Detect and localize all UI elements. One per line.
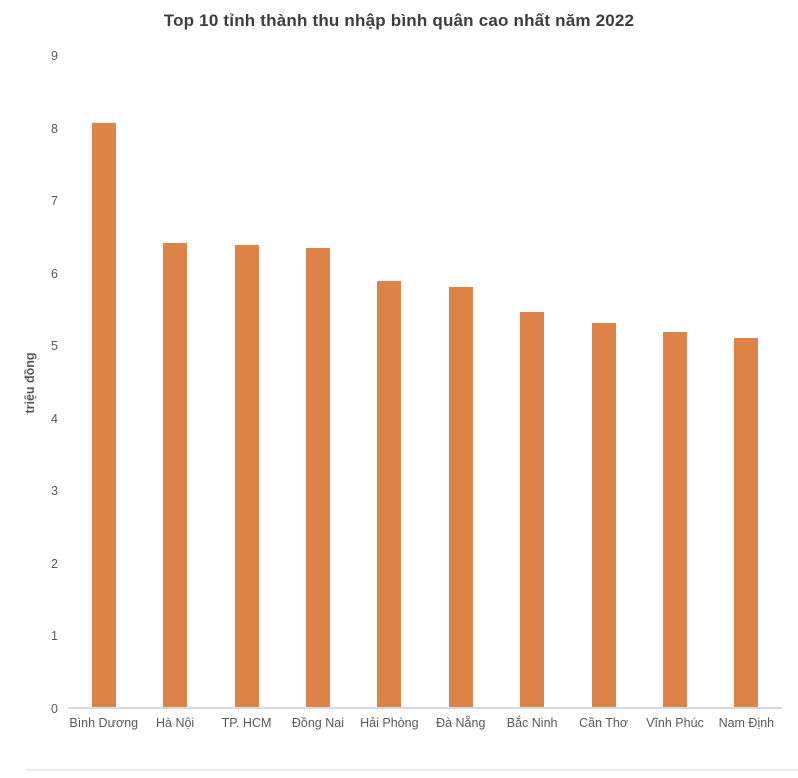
x-tick-label: Nam Định (718, 716, 775, 730)
y-tick-label: 7 (51, 194, 58, 209)
bar (377, 280, 402, 707)
y-axis-ticks: 0 1 2 3 4 5 6 7 8 9 (0, 49, 58, 716)
bar-slot (425, 56, 496, 707)
y-tick-label: 9 (51, 49, 58, 63)
y-tick-label: 2 (51, 556, 58, 571)
y-tick-label: 5 (51, 339, 58, 354)
x-tick-label: Hải Phòng (360, 716, 419, 730)
x-tick-label: Hà Nội (156, 716, 195, 730)
bar (448, 287, 473, 707)
x-tick-label: Đồng Nai (291, 716, 344, 730)
bar (734, 338, 759, 707)
bar-slot (711, 56, 782, 707)
bottom-divider (25, 769, 798, 771)
y-tick-label: 4 (51, 411, 58, 426)
bar (305, 248, 330, 707)
y-tick-label: 3 (51, 484, 58, 499)
bar (91, 122, 116, 707)
bar (591, 322, 616, 707)
bar-slot (496, 56, 567, 707)
bar-slot (354, 56, 425, 707)
bar (163, 243, 188, 707)
y-tick-label: 1 (51, 629, 58, 644)
bar-slot (68, 56, 139, 707)
y-tick-label: 6 (51, 266, 58, 281)
bar (662, 332, 687, 707)
bar-slot (568, 56, 639, 707)
x-tick-label: Bắc Ninh (506, 716, 558, 730)
bar-slot (139, 56, 210, 707)
x-tick-label: Vĩnh Phúc (646, 716, 704, 730)
chart-title: Top 10 tỉnh thành thu nhập bình quân cao… (163, 11, 635, 30)
bar-slot (211, 56, 282, 707)
y-tick-label: 8 (51, 121, 58, 136)
bar (234, 244, 259, 707)
x-tick-label: Đà Nẵng (436, 716, 486, 730)
x-tick-label: TP. HCM (221, 716, 272, 730)
y-tick-label: 0 (51, 702, 58, 716)
bar-slot (282, 56, 353, 707)
plot-area (68, 56, 782, 709)
bar (520, 312, 545, 707)
x-tick-label: Bình Dương (69, 716, 139, 730)
x-axis-labels: Bình Dương Hà Nội TP. HCM Đồng Nai Hải Phòng… (68, 716, 782, 732)
x-tick-label: Cần Thơ (579, 716, 629, 730)
bar-slot (639, 56, 710, 707)
